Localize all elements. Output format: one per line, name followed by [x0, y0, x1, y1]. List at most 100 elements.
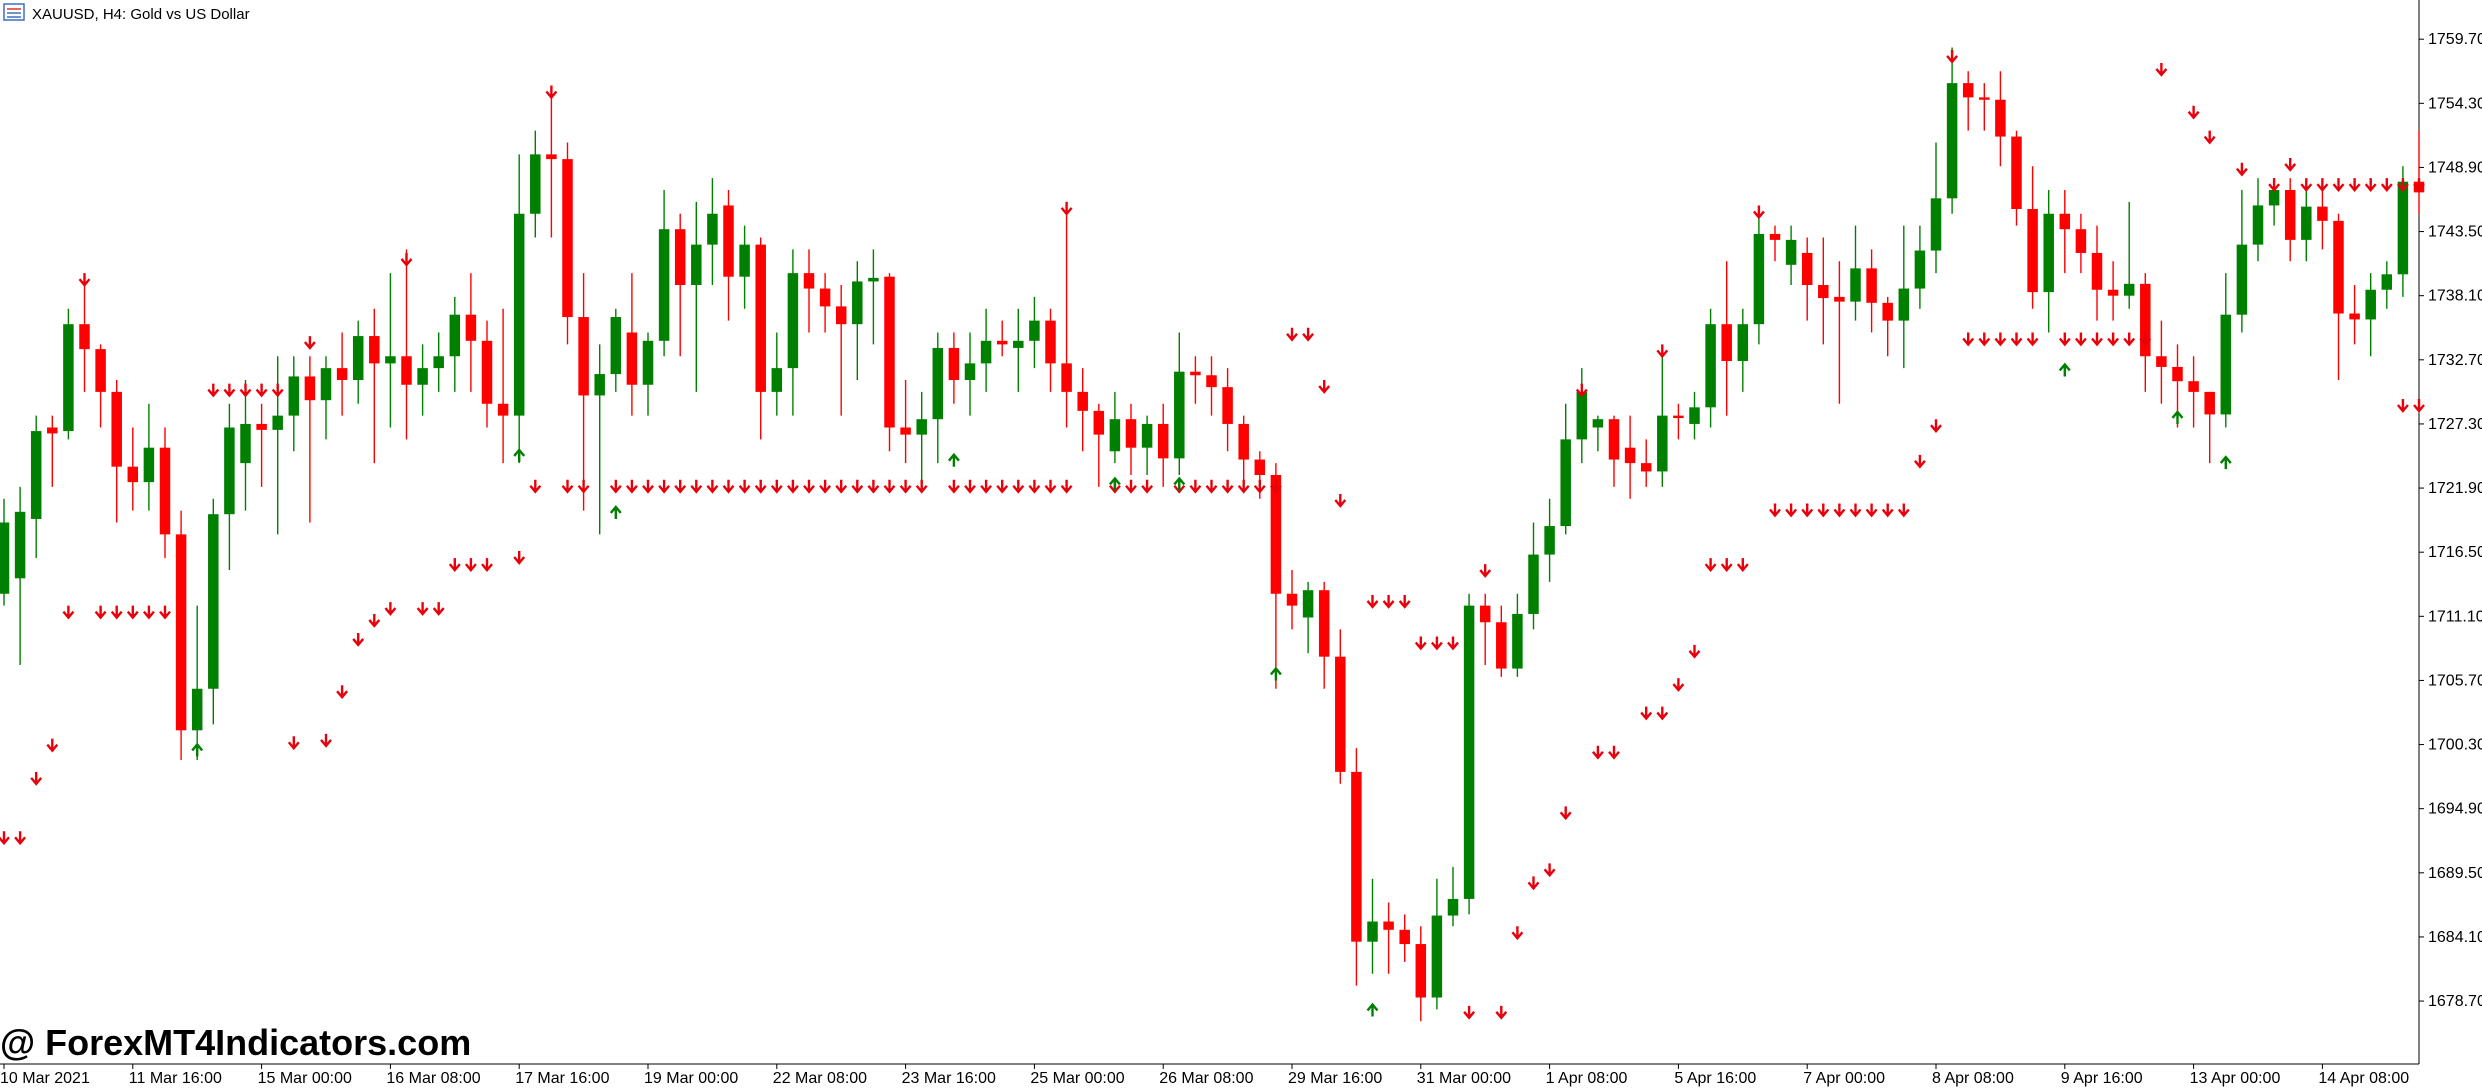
- candle-body: [1302, 590, 1314, 618]
- x-tick-label: 29 Mar 16:00: [1288, 1070, 1382, 1087]
- y-tick-label: 1694.90: [2428, 801, 2482, 818]
- x-tick-label: 26 Mar 08:00: [1159, 1070, 1253, 1087]
- candle-body: [208, 514, 219, 689]
- down-arrow: [1801, 503, 1814, 518]
- candle-body: [2220, 314, 2232, 415]
- down-arrow: [1543, 863, 1556, 878]
- candle-body: [401, 356, 412, 385]
- candle-body: [2365, 289, 2376, 320]
- candle-body: [1286, 593, 1298, 606]
- candle-body: [1206, 375, 1217, 388]
- down-arrow: [770, 479, 783, 494]
- down-arrow: [561, 479, 574, 494]
- candle-body: [1560, 439, 1571, 527]
- down-arrow: [545, 85, 558, 100]
- candle-body: [1705, 324, 1716, 408]
- down-arrow: [1269, 479, 1282, 494]
- candle-body: [819, 288, 831, 307]
- candle-body: [1769, 233, 1781, 240]
- candle-body: [2236, 244, 2248, 315]
- down-arrow: [1881, 503, 1894, 518]
- down-arrow: [1575, 383, 1588, 398]
- candle-body: [352, 336, 364, 380]
- y-tick-label: 1711.10: [2428, 608, 2482, 625]
- candle-body: [980, 340, 992, 364]
- down-arrow: [2203, 130, 2216, 145]
- candle-body: [497, 403, 509, 416]
- down-arrow: [400, 252, 413, 267]
- down-arrow: [706, 479, 719, 494]
- y-tick-label: 1727.30: [2428, 416, 2482, 433]
- down-arrow: [2413, 399, 2425, 413]
- down-arrow: [1752, 205, 1765, 220]
- candle-body: [755, 244, 766, 392]
- candle-body: [2027, 209, 2038, 293]
- down-arrow: [786, 479, 799, 494]
- candle-body: [304, 376, 316, 401]
- candle-body: [2091, 252, 2103, 290]
- candle-body: [1077, 391, 1088, 411]
- candle-body: [79, 324, 90, 350]
- x-tick-label: 1 Apr 08:00: [1546, 1070, 1628, 1087]
- up-arrow: [2058, 362, 2071, 377]
- candle-body: [932, 347, 944, 420]
- down-arrow: [1817, 503, 1830, 518]
- down-arrow: [30, 771, 43, 786]
- candle-body: [1528, 554, 1539, 614]
- candle-body: [433, 356, 444, 369]
- x-tick-label: 14 Apr 08:00: [2318, 1070, 2409, 1087]
- chart-title: XAUUSD, H4: Gold vs US Dollar: [32, 6, 250, 23]
- candle-body: [835, 306, 847, 325]
- down-arrow: [883, 479, 896, 494]
- x-tick-label: 9 Apr 16:00: [2061, 1070, 2143, 1087]
- down-arrow: [609, 479, 622, 494]
- down-arrow: [142, 605, 155, 620]
- down-arrow: [223, 383, 236, 398]
- x-tick-label: 10 Mar 2021: [0, 1070, 90, 1087]
- candle-body: [449, 314, 461, 357]
- down-arrow: [2058, 332, 2071, 347]
- candle-body: [2107, 289, 2119, 296]
- down-arrow: [1221, 479, 1234, 494]
- down-arrow: [464, 558, 477, 572]
- candle-body: [1592, 419, 1604, 428]
- down-arrow: [2348, 178, 2361, 192]
- candle-body: [2188, 381, 2199, 392]
- down-arrow: [271, 383, 284, 398]
- candle-body: [30, 431, 42, 519]
- down-arrow: [899, 479, 912, 494]
- down-arrow: [320, 733, 332, 748]
- candle-body: [1657, 415, 1668, 472]
- x-tick-label: 22 Mar 08:00: [773, 1070, 867, 1087]
- down-arrow: [110, 605, 123, 620]
- down-arrow: [1994, 332, 2007, 347]
- y-tick-label: 1700.30: [2428, 737, 2482, 754]
- down-arrow: [1511, 926, 1524, 941]
- candle-body: [1013, 340, 1024, 348]
- down-arrow: [78, 273, 91, 287]
- candle-body: [530, 154, 541, 214]
- candle-body: [1850, 268, 1861, 302]
- y-tick-label: 1738.10: [2428, 288, 2482, 305]
- candle-body: [1866, 268, 1877, 303]
- down-arrow: [2139, 332, 2152, 347]
- down-arrow: [2364, 178, 2377, 192]
- down-arrow: [1559, 806, 1572, 821]
- down-arrow: [1060, 479, 1073, 494]
- y-tick-label: 1684.10: [2428, 929, 2482, 946]
- candle-body: [95, 349, 106, 392]
- candle-body: [2381, 274, 2393, 290]
- candle-body: [1335, 656, 1346, 772]
- down-arrow: [14, 831, 27, 846]
- candle-body: [1254, 459, 1266, 475]
- candle-body: [63, 324, 74, 432]
- down-arrow: [1060, 201, 1073, 216]
- candle-body: [272, 415, 283, 430]
- y-tick-label: 1759.70: [2428, 31, 2482, 48]
- candle-body: [385, 356, 396, 364]
- down-arrow: [126, 605, 139, 620]
- candle-body: [2059, 213, 2071, 230]
- plot-area: [0, 47, 2425, 1022]
- x-tick-label: 16 Mar 08:00: [386, 1070, 480, 1087]
